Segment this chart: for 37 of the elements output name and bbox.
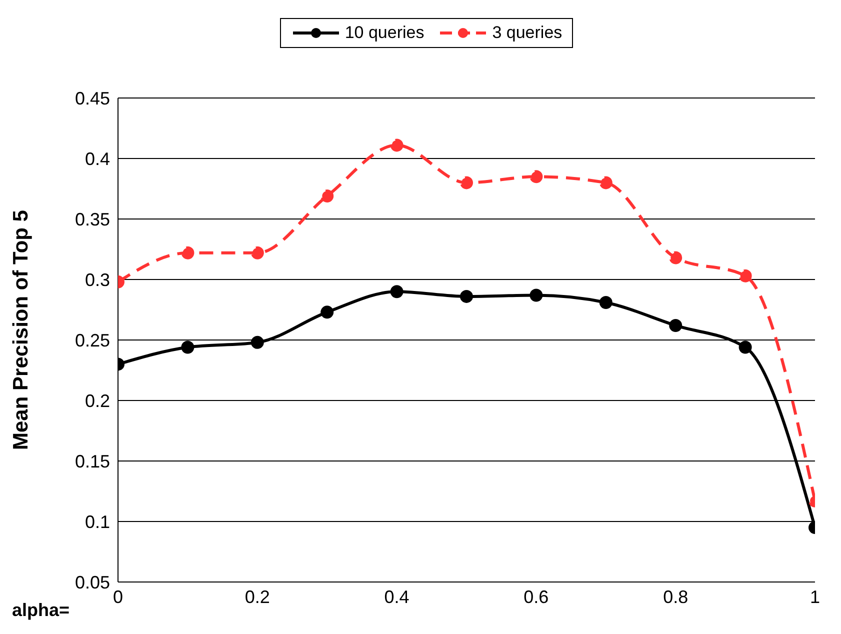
point bbox=[181, 246, 194, 260]
x-tick-label: 0.4 bbox=[384, 586, 410, 607]
point bbox=[250, 336, 264, 349]
point bbox=[390, 285, 404, 298]
y-tick-label: 0.25 bbox=[74, 330, 110, 350]
x-axis-title: alpha= bbox=[12, 600, 70, 621]
point bbox=[738, 340, 752, 354]
point bbox=[460, 290, 473, 303]
legend-label: 10 queries bbox=[344, 23, 424, 43]
y-tick-label: 0.15 bbox=[74, 451, 110, 472]
x-tick-label: 0.6 bbox=[524, 586, 549, 607]
y-tick-label: 0.35 bbox=[74, 209, 110, 230]
point bbox=[181, 340, 194, 354]
point bbox=[250, 246, 264, 260]
y-tick-label: 0.2 bbox=[84, 390, 110, 411]
point bbox=[669, 251, 682, 264]
y-tick-label: 0.4 bbox=[84, 148, 110, 169]
y-tick-label: 0.05 bbox=[74, 572, 110, 592]
x-tick-label: 0.2 bbox=[244, 586, 270, 607]
point bbox=[530, 170, 543, 184]
x-tick-label: 1 bbox=[810, 586, 820, 607]
x-tick-label: 0 bbox=[112, 586, 124, 607]
point bbox=[738, 269, 752, 282]
point bbox=[530, 288, 543, 302]
y-tick-label: 0.3 bbox=[84, 270, 110, 290]
point bbox=[390, 138, 404, 152]
legend-label: 3 queries bbox=[491, 23, 562, 43]
point bbox=[669, 318, 682, 332]
point bbox=[320, 190, 334, 203]
y-tick-label: 0.45 bbox=[74, 88, 110, 108]
y-tick-label: 0.1 bbox=[84, 512, 110, 532]
x-tick-label: 0.8 bbox=[663, 586, 688, 607]
y-axis-title: Mean Precision of Top 5 bbox=[9, 210, 32, 450]
point bbox=[599, 176, 612, 190]
point bbox=[460, 176, 473, 190]
point bbox=[320, 306, 334, 319]
point bbox=[599, 296, 612, 309]
